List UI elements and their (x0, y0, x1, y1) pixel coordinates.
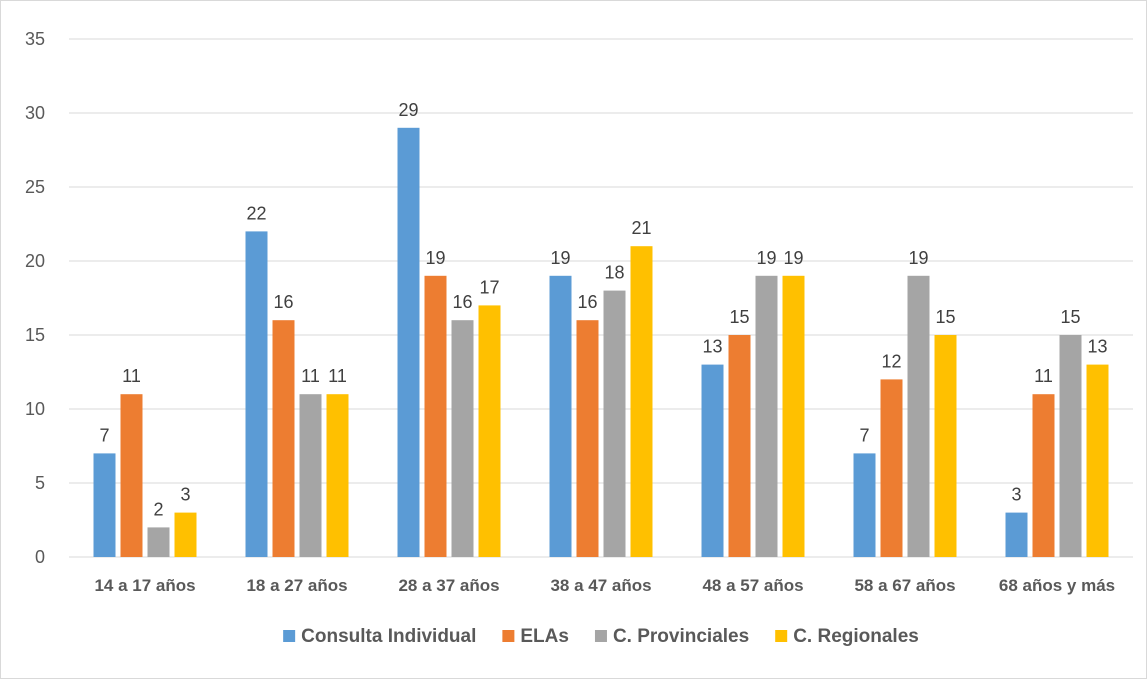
x-category-label: 68 años y más (999, 576, 1115, 595)
x-category-label: 14 a 17 años (94, 576, 195, 595)
legend-item: ELAs (502, 626, 569, 647)
bar (853, 453, 876, 557)
legend-item: C. Provinciales (594, 626, 749, 647)
bar (728, 335, 751, 557)
data-label: 17 (479, 277, 499, 297)
bar (174, 512, 197, 557)
bar (576, 320, 599, 557)
x-category-label: 18 a 27 años (246, 576, 347, 595)
legend-swatch (594, 630, 607, 642)
data-label: 21 (631, 218, 651, 238)
data-label: 15 (935, 307, 955, 327)
data-label: 16 (452, 292, 472, 312)
legend-label: C. Provinciales (613, 626, 749, 647)
data-label: 22 (246, 203, 266, 223)
x-category-label: 48 a 57 años (702, 576, 803, 595)
data-label: 13 (1087, 337, 1107, 357)
data-label: 18 (604, 263, 624, 283)
bar (701, 364, 724, 557)
bar (120, 394, 143, 557)
data-label: 15 (1060, 307, 1080, 327)
bar (326, 394, 349, 557)
bar (478, 305, 501, 557)
bar (782, 275, 805, 557)
y-tick-label: 30 (25, 103, 45, 123)
x-category-label: 58 a 67 años (854, 576, 955, 595)
x-axis: 14 a 17 años 18 a 27 años 28 a 37 años 38 a… (94, 576, 1115, 595)
bar (603, 290, 626, 557)
y-tick-label: 0 (35, 547, 45, 567)
bar (1086, 364, 1109, 557)
y-tick-label: 25 (25, 177, 45, 197)
y-tick-label: 35 (25, 29, 45, 49)
bar (397, 127, 420, 558)
bar (245, 231, 268, 557)
bars (93, 127, 1109, 558)
legend-item: C. Regionales (775, 626, 919, 647)
legend-label: C. Regionales (793, 626, 919, 647)
bar (93, 453, 116, 557)
y-tick-label: 5 (35, 473, 45, 493)
data-label: 16 (577, 292, 597, 312)
bar (1005, 512, 1028, 557)
y-tick-label: 10 (25, 399, 45, 419)
data-label: 19 (908, 248, 928, 268)
data-label: 11 (301, 366, 320, 386)
data-label: 29 (398, 100, 418, 120)
legend-swatch (283, 630, 296, 642)
data-label: 15 (729, 307, 749, 327)
data-label: 19 (550, 248, 570, 268)
y-tick-label: 20 (25, 251, 45, 271)
data-label: 7 (99, 425, 109, 445)
data-label: 12 (881, 351, 901, 371)
bar (299, 394, 322, 557)
bar (1059, 335, 1082, 557)
y-axis: 0 5 10 15 20 25 30 35 (25, 29, 45, 567)
x-category-label: 38 a 47 años (550, 576, 651, 595)
bar (147, 527, 170, 557)
data-label: 11 (328, 366, 347, 386)
bar (630, 246, 653, 557)
bar (424, 275, 447, 557)
data-label: 19 (783, 248, 803, 268)
bar (549, 275, 572, 557)
bar (272, 320, 295, 557)
data-label: 19 (425, 248, 445, 268)
bar (451, 320, 474, 557)
data-label: 19 (756, 248, 776, 268)
bar (934, 335, 957, 557)
x-category-label: 28 a 37 años (398, 576, 499, 595)
bar (1032, 394, 1055, 557)
legend-label: Consulta Individual (301, 626, 476, 647)
legend-swatch (502, 630, 515, 642)
legend: Consulta Individual ELAs C. Provinciales C.… (283, 626, 919, 647)
data-label: 7 (859, 425, 869, 445)
data-label: 3 (1011, 485, 1021, 505)
data-label: 11 (122, 366, 141, 386)
data-label: 13 (702, 337, 722, 357)
data-label: 3 (180, 485, 190, 505)
data-label: 2 (153, 499, 163, 519)
data-label: 11 (1034, 366, 1053, 386)
y-tick-label: 15 (25, 325, 45, 345)
legend-swatch (775, 630, 788, 642)
gridlines (69, 38, 1133, 558)
bar (755, 275, 778, 557)
legend-item: Consulta Individual (283, 626, 476, 647)
bar (880, 379, 903, 557)
data-label: 16 (273, 292, 293, 312)
bar (907, 275, 930, 557)
legend-label: ELAs (520, 626, 569, 647)
